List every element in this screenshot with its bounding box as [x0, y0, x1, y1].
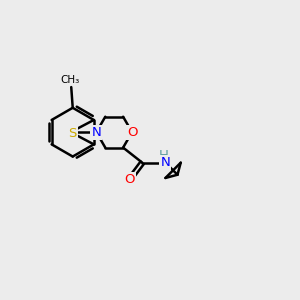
- Text: H: H: [159, 149, 169, 162]
- Text: CH₃: CH₃: [60, 75, 80, 85]
- Text: S: S: [68, 127, 76, 140]
- Text: O: O: [127, 126, 137, 139]
- Text: H: H: [160, 156, 170, 169]
- Text: O: O: [124, 173, 135, 186]
- Text: N: N: [160, 156, 170, 169]
- Text: N: N: [92, 126, 101, 139]
- Text: N: N: [68, 125, 77, 138]
